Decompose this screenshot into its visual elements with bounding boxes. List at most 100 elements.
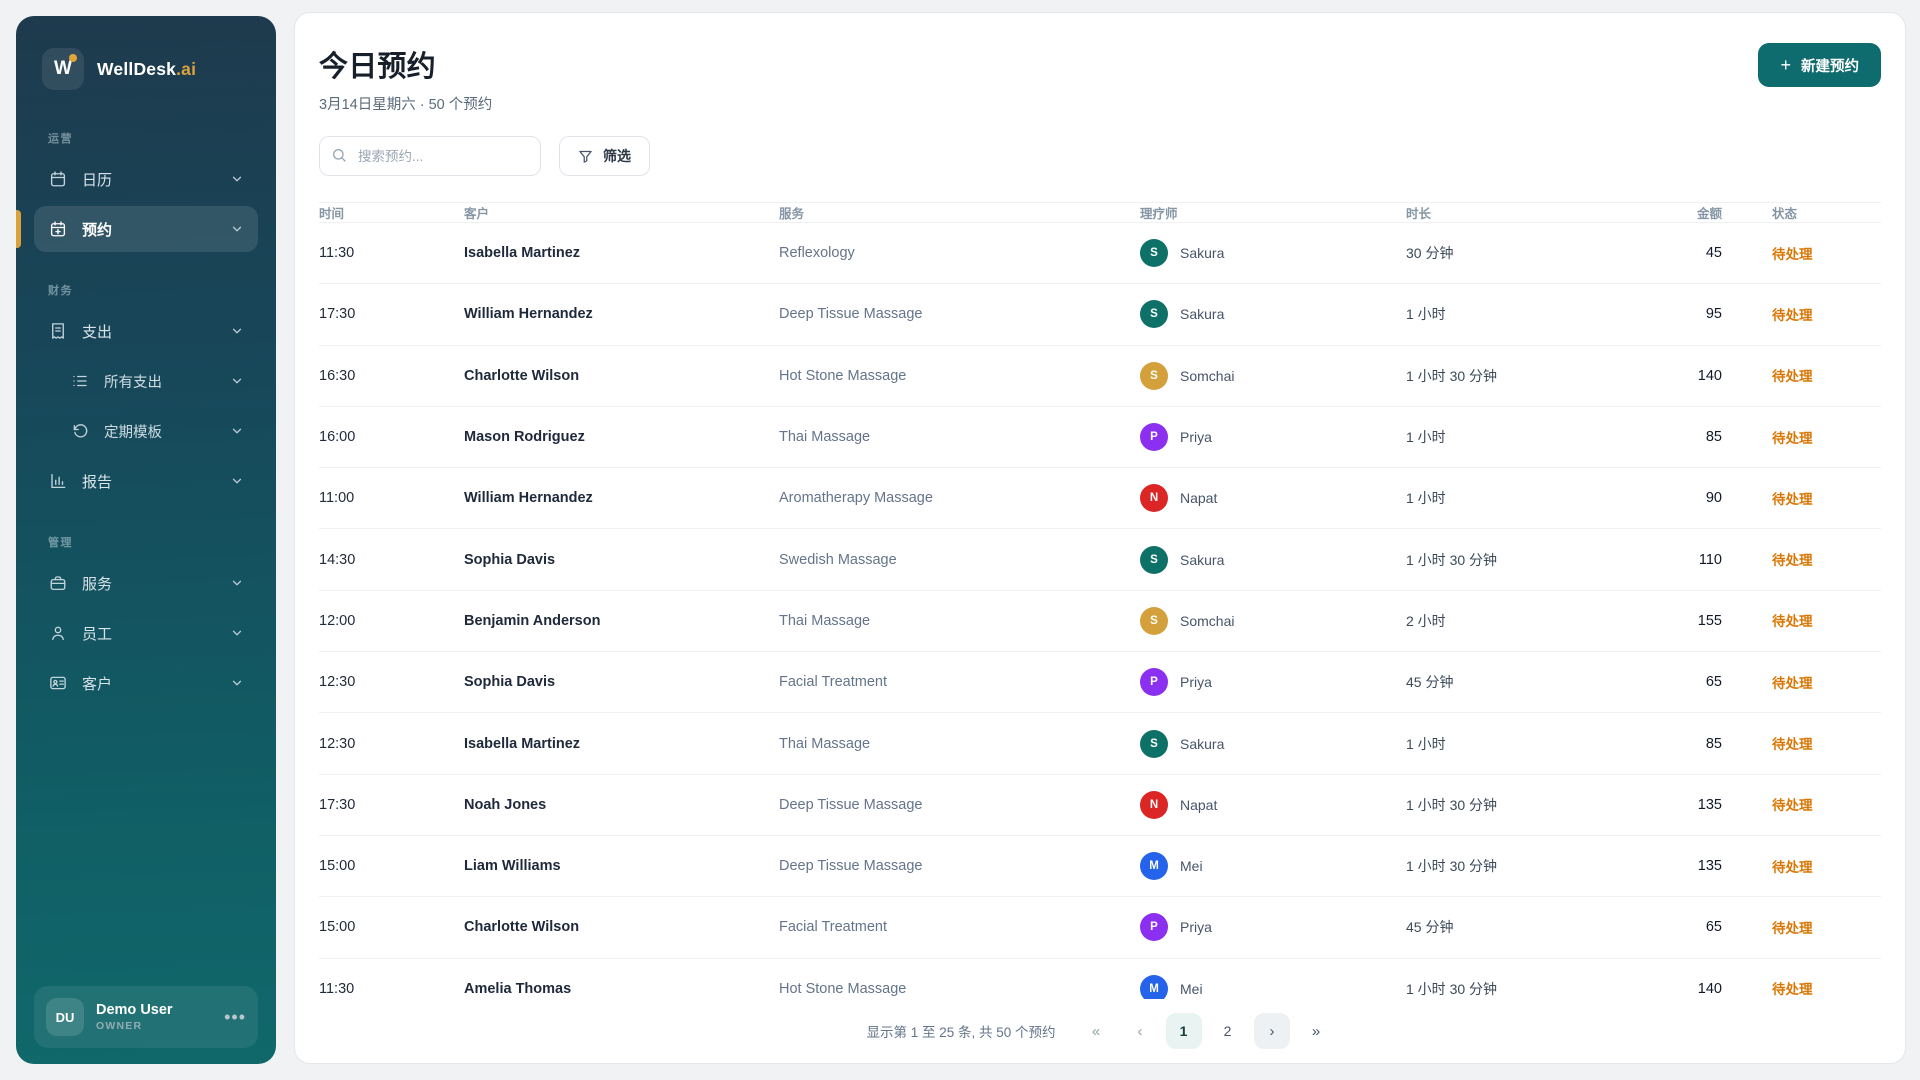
cell-service: Facial Treatment [779,674,887,691]
chevron-down-icon [230,676,244,690]
table-row[interactable]: 14:30 Sophia Davis Swedish Massage S Sak… [319,529,1881,591]
table-row[interactable]: 12:00 Benjamin Anderson Thai Massage S S… [319,591,1881,653]
therapist-name: Sakura [1180,306,1225,323]
cell-service: Facial Treatment [779,919,887,936]
pagination-first-button[interactable]: « [1078,1013,1114,1049]
cell-duration: 1 小时 30 分钟 [1406,980,1498,997]
table-row[interactable]: 11:30 Isabella Martinez Reflexology S Sa… [319,223,1881,285]
table-row[interactable]: 16:30 Charlotte Wilson Hot Stone Massage… [319,346,1881,407]
cell-status: 待处理 [1722,243,1881,264]
appointments-table: 时间 客户 服务 理疗师 时长 金额 状态 11:30 Isabella Mar… [319,202,1881,999]
cell-therapist: S Somchai [1140,606,1406,635]
sidebar-item-label: 预约 [82,221,113,239]
calendar-plus-icon [48,219,68,239]
sidebar-item-briefcase[interactable]: 服务 [34,560,258,606]
sidebar-item-contact-card[interactable]: 客户 [34,660,258,706]
chevron-down-icon [230,474,244,488]
status-badge: 待处理 [1772,675,1813,691]
cell-status: 待处理 [1722,794,1881,815]
sidebar-item-receipt[interactable]: 支出 [34,308,258,354]
sidebar-item-calendar[interactable]: 日历 [34,156,258,202]
sidebar-section-label: 财务 [48,285,73,297]
cell-time: 11:30 [319,245,355,262]
status-badge: 待处理 [1772,553,1813,569]
col-therapist: 理疗师 [1140,207,1178,221]
table-row[interactable]: 16:00 Mason Rodriguez Thai Massage P Pri… [319,407,1881,469]
toolbar: 筛选 [319,136,1881,176]
sidebar-item-history[interactable]: 定期模板 [56,408,258,454]
logo-mark: W [42,48,84,90]
table-row[interactable]: 17:30 William Hernandez Deep Tissue Mass… [319,284,1881,346]
filter-label: 筛选 [603,148,631,164]
filter-button[interactable]: 筛选 [559,136,650,176]
table-row[interactable]: 12:30 Sophia Davis Facial Treatment P Pr… [319,652,1881,714]
user-card[interactable]: DU Demo User OWNER ••• [34,986,258,1048]
therapist-avatar: S [1140,300,1168,329]
cell-duration: 1 小时 30 分钟 [1406,367,1498,384]
cell-status: 待处理 [1722,365,1881,386]
table-row[interactable]: 17:30 Noah Jones Deep Tissue Massage N N… [319,775,1881,836]
list-icon [70,371,90,391]
sidebar-nav: 运营 日历 预约 财务 支出 所有支出 定期模板 [16,100,258,986]
cell-status: 待处理 [1722,672,1881,693]
cell-customer: Noah Jones [464,796,547,813]
table-row[interactable]: 11:30 Amelia Thomas Hot Stone Massage M … [319,959,1881,999]
cell-therapist: P Priya [1140,668,1406,697]
status-badge: 待处理 [1772,491,1813,507]
therapist-avatar: S [1140,361,1168,390]
therapist-name: Priya [1180,429,1212,446]
cell-duration: 1 小时 30 分钟 [1406,796,1498,813]
table-row[interactable]: 11:00 William Hernandez Aromatherapy Mas… [319,468,1881,530]
sidebar-item-list[interactable]: 所有支出 [56,358,258,404]
cell-time: 11:00 [319,490,355,507]
table-footer: 显示第 1 至 25 条, 共 50 个预约 «‹ 1 2 ›» [319,999,1881,1063]
cell-therapist: S Sakura [1140,239,1406,268]
pagination-page-2[interactable]: 2 [1210,1013,1246,1049]
cell-therapist: P Priya [1140,913,1406,942]
pagination-prev-button[interactable]: ‹ [1122,1013,1158,1049]
cell-amount: 65 [1705,919,1722,936]
pagination-last-button[interactable]: » [1298,1013,1334,1049]
sidebar-item-user[interactable]: 员工 [34,610,258,656]
briefcase-icon [48,573,68,593]
cell-amount: 90 [1705,490,1722,507]
cell-customer: Charlotte Wilson [464,367,580,384]
brand-name: WellDesk.ai [97,59,196,80]
pagination-summary: 显示第 1 至 25 条, 共 50 个预约 [866,1025,1056,1040]
cell-status: 待处理 [1722,488,1881,509]
user-name: Demo User [96,1002,173,1018]
status-badge: 待处理 [1772,982,1813,998]
pagination-next-button[interactable]: › [1253,1013,1290,1049]
cell-status: 待处理 [1722,549,1881,570]
table-row[interactable]: 15:00 Charlotte Wilson Facial Treatment … [319,897,1881,959]
cell-amount: 65 [1705,674,1722,691]
new-appointment-button[interactable]: + 新建预约 [1758,43,1881,87]
table-row[interactable]: 15:00 Liam Williams Deep Tissue Massage … [319,836,1881,898]
sidebar-item-label: 报告 [82,473,113,491]
cell-customer: William Hernandez [464,490,593,507]
therapist-name: Somchai [1180,612,1235,629]
sidebar-item-bar-chart[interactable]: 报告 [34,458,258,504]
cell-time: 16:00 [319,429,356,446]
sidebar-item-label: 所有支出 [104,374,162,391]
cell-customer: Charlotte Wilson [464,919,580,936]
search-input[interactable] [319,136,541,176]
sidebar-item-calendar-plus[interactable]: 预约 [16,206,258,252]
pagination-page-1[interactable]: 1 [1165,1013,1202,1049]
sidebar-item-label: 定期模板 [104,424,162,441]
user-more-icon[interactable]: ••• [224,1006,246,1027]
table-row[interactable]: 12:30 Isabella Martinez Thai Massage S S… [319,713,1881,775]
cell-customer: Mason Rodriguez [464,429,585,446]
cell-time: 16:30 [319,367,356,384]
therapist-avatar: P [1140,913,1168,942]
calendar-icon [48,169,68,189]
cell-therapist: S Somchai [1140,361,1406,390]
user-avatar: DU [46,998,84,1036]
cell-status: 待处理 [1722,917,1881,938]
bar-chart-icon [48,471,68,491]
plus-icon: + [1780,55,1791,75]
col-status: 状态 [1772,207,1798,221]
new-appointment-label: 新建预约 [1801,58,1859,75]
cell-customer: Isabella Martinez [464,245,581,262]
cell-time: 11:30 [319,980,355,997]
